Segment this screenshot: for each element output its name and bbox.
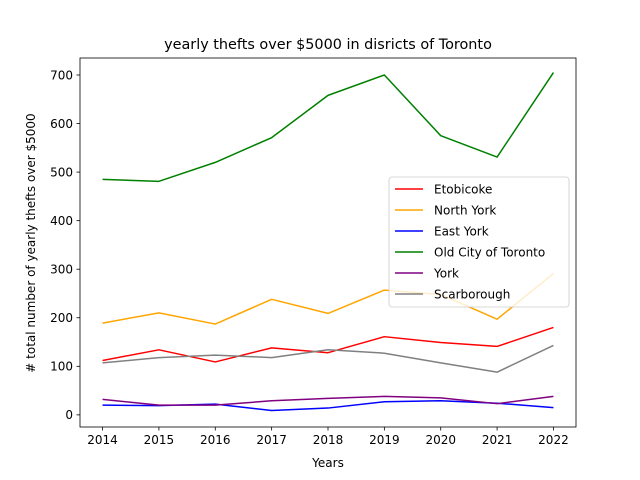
y-axis-label: # total number of yearly thefts over $50… [24,113,38,372]
y-tick-label: 0 [65,408,73,422]
x-axis-ticks: 2014 2015 2016 2017 2018 2019 2020 2021 2022 [87,427,569,447]
x-tick-label: 2018 [313,433,344,447]
series-lines [102,72,555,412]
series-line-etobicoke [102,326,554,363]
legend-label: East York [434,224,489,238]
y-tick-label: 700 [50,68,73,82]
legend-label: Scarborough [434,287,510,301]
y-axis-ticks: 0 100 200 300 400 500 600 700 [50,68,80,422]
chart-title: yearly thefts over $5000 in disricts of … [164,37,492,53]
x-tick-label: 2014 [87,433,118,447]
legend-label: Etobicoke [434,182,492,196]
legend-label: North York [434,203,496,217]
series-line-north-york [102,272,554,325]
legend-label: Old City of Toronto [434,245,545,259]
x-tick-label: 2017 [256,433,287,447]
x-tick-label: 2016 [200,433,231,447]
x-tick-label: 2020 [425,433,456,447]
series-line-old-city-of-toronto [102,72,555,183]
y-tick-label: 200 [50,311,73,325]
legend: Etobicoke North York East York Old City of … [388,176,570,308]
y-tick-label: 100 [50,360,73,374]
legend-box [388,176,570,308]
x-tick-label: 2015 [144,433,175,447]
x-tick-label: 2019 [369,433,400,447]
y-tick-label: 500 [50,165,73,179]
y-tick-label: 600 [50,117,73,131]
x-tick-label: 2021 [482,433,513,447]
y-tick-label: 300 [50,263,73,277]
x-axis-label: Years [311,456,344,470]
x-tick-label: 2022 [538,433,569,447]
series-line-scarborough [102,344,554,373]
y-tick-label: 400 [50,214,73,228]
legend-label: York [433,266,459,280]
series-line-york [102,395,554,406]
